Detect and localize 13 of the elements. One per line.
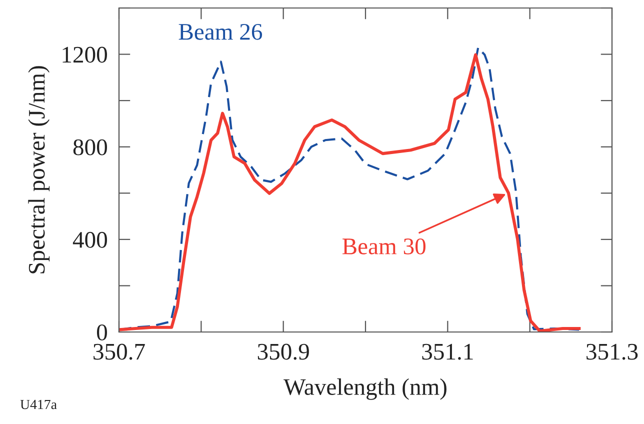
- y-axis-title: Spectral power (J/nm): [28, 66, 50, 274]
- y-tick-label: 0: [96, 324, 107, 340]
- text: U417a: [20, 400, 57, 410]
- x-tick-label: 350.9: [258, 344, 309, 360]
- x-tick-label: 350.7: [94, 344, 145, 360]
- x-axis-title: Wavelength (nm): [284, 378, 446, 400]
- x-tick-label: 351.3: [586, 344, 638, 360]
- x-tick-label: 351.1: [422, 344, 473, 360]
- y-tick-label: 1200: [62, 46, 107, 63]
- series-label: Beam 26: [178, 24, 262, 40]
- annotation: Beam 30: [342, 238, 426, 254]
- y-tick-label: 400: [72, 232, 107, 248]
- y-tick-label: 800: [73, 139, 107, 156]
